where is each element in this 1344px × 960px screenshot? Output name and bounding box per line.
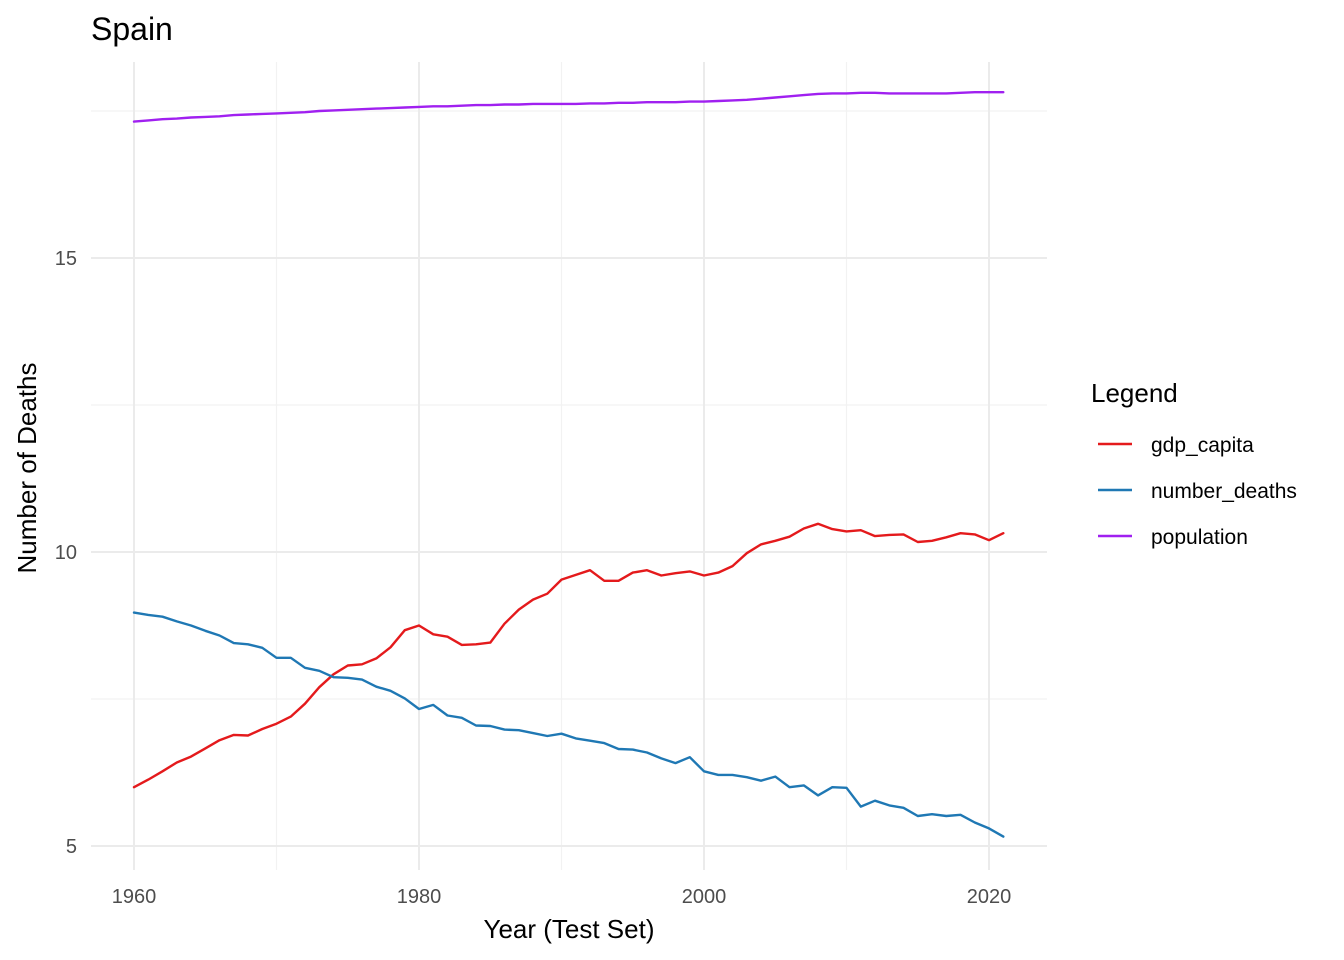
legend-label: gdp_capita <box>1151 434 1254 457</box>
y-tick-label: 15 <box>55 248 77 270</box>
legend-item-population: population <box>1098 526 1248 549</box>
legend-label: number_deaths <box>1151 480 1297 503</box>
series-line-number-deaths <box>132 611 1005 838</box>
x-tick-label: 1960 <box>112 886 157 908</box>
x-axis-ticks: 1960 1980 2000 2020 <box>112 886 1012 908</box>
legend-item-number-deaths: number_deaths <box>1098 480 1297 503</box>
y-axis-ticks: 5 10 15 <box>55 248 77 858</box>
legend-title: Legend <box>1091 378 1178 408</box>
chart-title: Spain <box>91 11 173 47</box>
legend-items: gdp_capita number_deaths population <box>1098 434 1297 549</box>
x-tick-label: 1980 <box>397 886 442 908</box>
y-tick-label: 10 <box>55 542 77 564</box>
minor-gridlines <box>91 62 1047 870</box>
x-axis-title: Year (Test Set) <box>483 914 654 944</box>
legend: Legend gdp_capita number_deaths population <box>1091 378 1297 549</box>
series-line-population <box>132 90 1005 123</box>
series-line-gdp-capita <box>132 522 1005 789</box>
y-tick-label: 5 <box>66 836 77 858</box>
legend-label: population <box>1151 526 1248 549</box>
legend-item-gdp-capita: gdp_capita <box>1098 434 1254 457</box>
x-tick-label: 2000 <box>682 886 727 908</box>
x-tick-label: 2020 <box>967 886 1012 908</box>
series-lines <box>132 90 1005 838</box>
y-axis-title: Number of Deaths <box>12 363 42 574</box>
major-gridlines <box>91 62 1047 870</box>
